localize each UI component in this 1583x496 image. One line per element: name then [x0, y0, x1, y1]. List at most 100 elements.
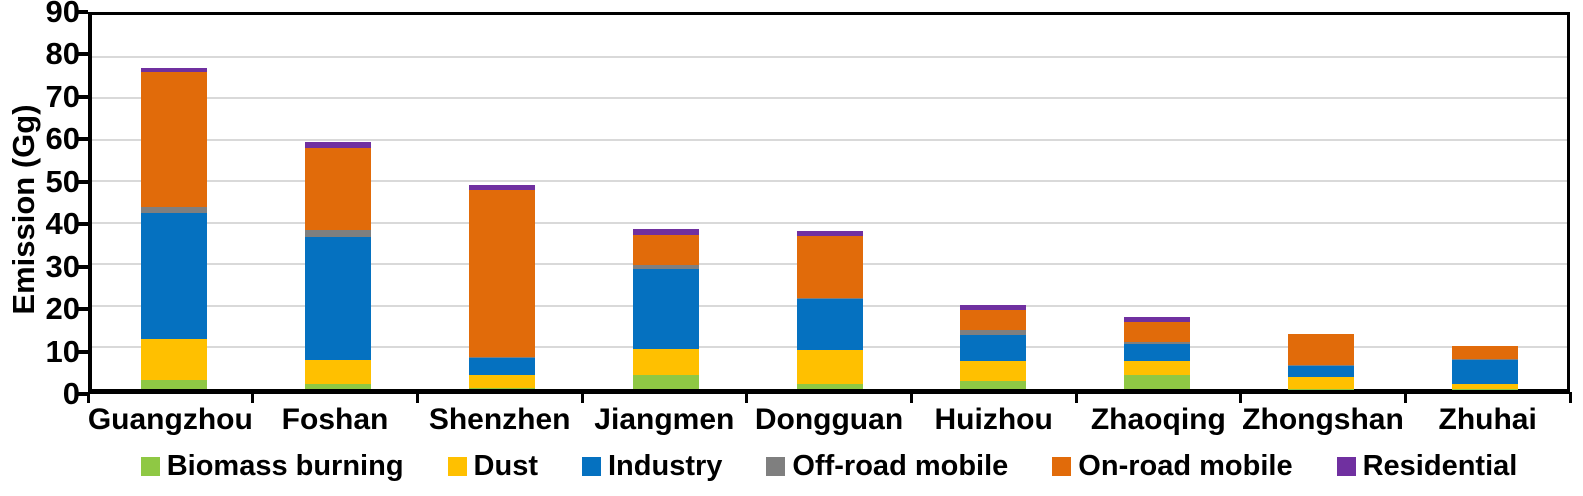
segment-industry	[1288, 365, 1355, 377]
category-label-zhaoqing: Zhaoqing	[1090, 403, 1226, 436]
y-tick-mark	[75, 222, 88, 227]
x-tick-mark	[1568, 392, 1572, 403]
legend-item-biomass-burning: Biomass burning	[140, 450, 404, 483]
bar-shenzhen	[468, 15, 535, 389]
y-tick-label: 80	[45, 36, 80, 72]
bar-dongguan	[796, 15, 863, 389]
y-tick-label: 70	[45, 78, 80, 114]
y-tick-label: 10	[45, 333, 80, 369]
gridline-80	[92, 55, 1567, 58]
legend-swatch-icon	[447, 457, 467, 476]
segment-residential	[1124, 317, 1191, 322]
legend-swatch-icon	[582, 457, 601, 476]
y-tick-mark	[75, 94, 88, 99]
legend-swatch-icon	[1052, 457, 1072, 476]
segment-off-road-mobile	[796, 298, 863, 300]
legend-item-dust: Dust	[447, 450, 538, 483]
legend-label: Dust	[473, 450, 538, 482]
legend-label: On-road mobile	[1078, 450, 1293, 482]
segment-on-road-mobile	[468, 190, 535, 357]
bar-huizhou	[960, 15, 1027, 389]
segment-industry	[140, 213, 207, 339]
segment-dust	[1288, 376, 1355, 389]
segment-dust	[140, 338, 207, 380]
segment-industry	[632, 268, 699, 350]
y-tick-mark	[75, 264, 88, 269]
segment-industry	[796, 299, 863, 351]
gridline-70	[92, 97, 1567, 100]
segment-industry	[468, 357, 535, 375]
category-label-dongguan: Dongguan	[754, 403, 904, 436]
gridline-60	[92, 138, 1567, 141]
legend-label: Biomass burning	[166, 450, 404, 482]
segment-biomass-burning	[960, 380, 1027, 389]
legend-label: Industry	[608, 450, 723, 482]
segment-residential	[468, 185, 535, 191]
legend: Biomass burning Dust Industry Off-road mobi…	[88, 450, 1570, 483]
segment-on-road-mobile	[1452, 345, 1519, 359]
segment-off-road-mobile	[632, 264, 699, 269]
x-tick-mark	[86, 392, 90, 403]
y-tick-label: 40	[45, 206, 80, 242]
segment-off-road-mobile	[1288, 364, 1355, 366]
y-tick-label: 90	[45, 0, 80, 29]
x-tick-mark	[1403, 392, 1407, 403]
legend-swatch-icon	[1336, 457, 1356, 476]
x-tick-mark	[909, 392, 913, 403]
segment-dust	[632, 349, 699, 375]
y-tick-label: 20	[45, 291, 80, 327]
legend-label: Off-road mobile	[792, 450, 1009, 482]
x-tick-mark	[580, 392, 584, 403]
x-tick-mark	[415, 392, 419, 403]
segment-on-road-mobile	[1288, 334, 1355, 365]
segment-dust	[960, 361, 1027, 381]
y-tick-mark	[75, 52, 88, 57]
segment-biomass-burning	[632, 374, 699, 389]
segment-industry	[1124, 343, 1191, 362]
segment-residential	[632, 229, 699, 236]
x-tick-mark	[1074, 392, 1078, 403]
bar-zhuhai	[1452, 15, 1519, 389]
segment-dust	[1124, 361, 1191, 376]
legend-swatch-icon	[766, 457, 786, 476]
y-tick-label: 60	[45, 121, 80, 157]
y-tick-mark	[75, 137, 88, 142]
category-label-guangzhou: Guangzhou	[87, 403, 253, 436]
segment-on-road-mobile	[796, 236, 863, 298]
y-axis-title: Emission (Gg)	[6, 104, 41, 315]
y-tick-label: 30	[45, 248, 80, 284]
legend-swatch-icon	[140, 457, 160, 476]
segment-biomass-burning	[304, 384, 371, 389]
segment-on-road-mobile	[1124, 321, 1191, 343]
segment-off-road-mobile	[140, 207, 207, 214]
legend-item-residential: Residential	[1336, 450, 1517, 483]
segment-residential	[960, 305, 1027, 311]
segment-residential	[796, 231, 863, 237]
segment-dust	[304, 359, 371, 385]
segment-on-road-mobile	[140, 72, 207, 207]
y-tick-mark	[75, 179, 88, 184]
segment-dust	[796, 350, 863, 385]
plot-area	[88, 12, 1570, 394]
gridline-40	[92, 221, 1567, 224]
x-tick-mark	[251, 392, 255, 403]
segment-off-road-mobile	[1124, 342, 1191, 344]
y-tick-mark	[75, 10, 88, 14]
segment-residential	[140, 68, 207, 73]
segment-industry	[960, 334, 1027, 362]
segment-industry	[304, 237, 371, 360]
segment-off-road-mobile	[960, 329, 1027, 335]
y-tick-mark	[75, 349, 88, 354]
category-label-shenzhen: Shenzhen	[428, 403, 571, 436]
category-label-foshan: Foshan	[281, 403, 389, 436]
category-label-zhuhai: Zhuhai	[1438, 403, 1537, 436]
legend-item-off-road-mobile: Off-road mobile	[766, 450, 1008, 483]
y-tick-mark	[75, 392, 88, 396]
bar-zhaoqing	[1124, 15, 1191, 389]
segment-on-road-mobile	[632, 235, 699, 265]
legend-item-on-road-mobile: On-road mobile	[1052, 450, 1293, 483]
segment-biomass-burning	[468, 388, 535, 389]
segment-off-road-mobile	[1452, 358, 1519, 360]
x-tick-mark	[1239, 392, 1243, 403]
